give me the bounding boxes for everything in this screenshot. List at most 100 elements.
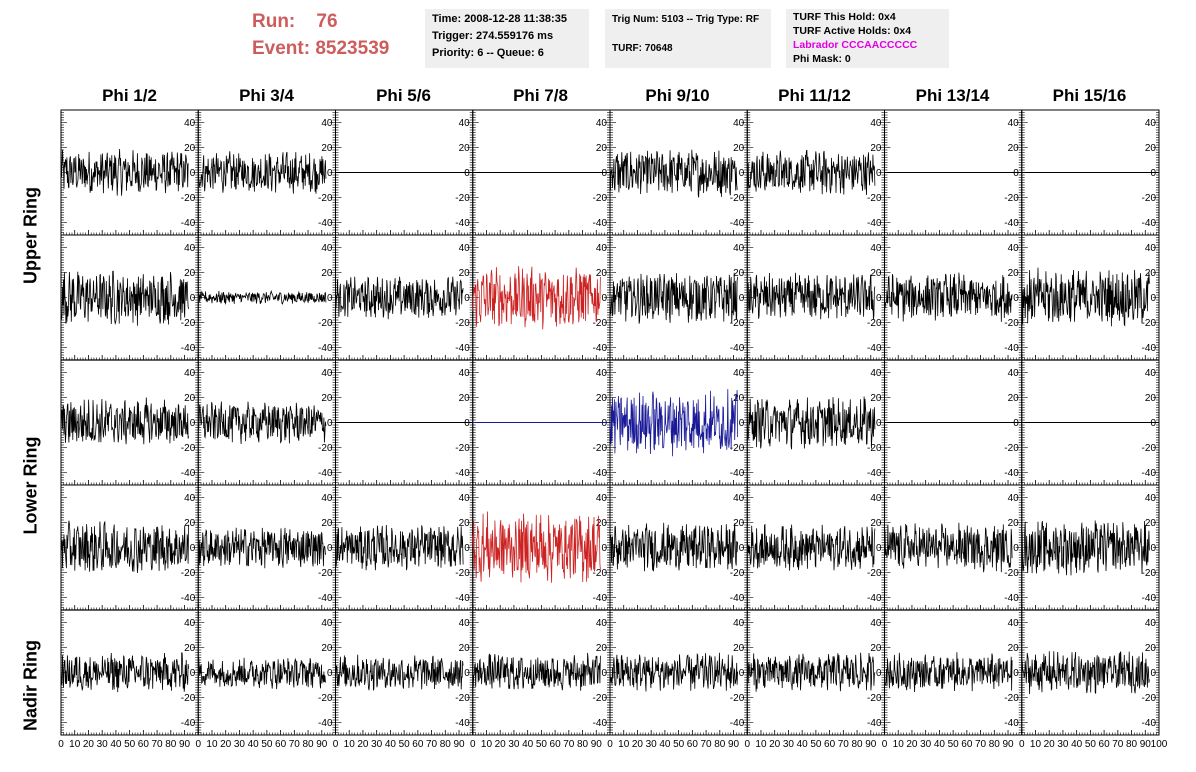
waveform-trace: [335, 524, 464, 571]
y-tick-label: 0: [464, 168, 470, 179]
y-tick-label: 20: [1145, 143, 1157, 154]
panel-r1-c2: -40 -20 0 20 40: [335, 234, 474, 361]
y-tick-label: -40: [455, 218, 470, 229]
y-tick-label: 40: [1008, 243, 1020, 254]
y-tick-label: 20: [1008, 143, 1020, 154]
column-header-phi-9-10: Phi 9/10: [645, 86, 710, 105]
y-tick-label: -40: [730, 468, 745, 479]
y-tick-label: -20: [1142, 443, 1157, 454]
y-tick-label: 20: [596, 268, 608, 279]
y-tick-label: 0: [464, 293, 470, 304]
y-tick-label: 40: [596, 243, 608, 254]
y-tick-label: 40: [1008, 368, 1020, 379]
y-tick-label: 0: [327, 168, 333, 179]
panel-r2-c0: -40 -20 0 20 40: [60, 359, 199, 486]
y-tick-label: 40: [1145, 243, 1157, 254]
y-tick-label: -40: [1004, 343, 1019, 354]
panel-r0-c3: -40 -20 0 20 40: [472, 109, 611, 236]
y-tick-label: 20: [733, 518, 745, 529]
priority-text: Priority: 6 -- Queue: 6: [432, 47, 544, 59]
y-tick-label: 20: [459, 393, 471, 404]
y-tick-label: -20: [1004, 443, 1019, 454]
column-header-phi-11-12: Phi 11/12: [778, 86, 851, 105]
y-tick-label: -20: [867, 568, 882, 579]
y-tick-label: -40: [867, 468, 882, 479]
waveform-trace: [197, 289, 327, 306]
y-tick-label: 20: [870, 518, 882, 529]
y-tick-label: 20: [596, 143, 608, 154]
y-tick-label: 0: [190, 418, 196, 429]
panel-r1-c6: -40 -20 0 20 40: [884, 234, 1023, 361]
y-tick-label: 0: [190, 168, 196, 179]
y-tick-label: -40: [1142, 343, 1157, 354]
event-label: Event:: [252, 38, 311, 59]
waveform-trace: [197, 401, 327, 445]
y-tick-label: 20: [596, 393, 608, 404]
y-tick-label: 20: [459, 268, 471, 279]
y-tick-label: -40: [181, 468, 196, 479]
y-tick-label: 0: [876, 293, 882, 304]
y-tick-label: 20: [321, 143, 333, 154]
y-tick-label: 40: [184, 243, 196, 254]
y-tick-label: 20: [1008, 393, 1020, 404]
y-tick-label: 20: [184, 268, 196, 279]
waveform-trace: [60, 148, 189, 196]
labrador-text: Labrador CCCAACCCCC: [793, 39, 918, 51]
y-tick-label: 20: [321, 393, 333, 404]
y-tick-label: 20: [184, 518, 196, 529]
y-tick-label: 40: [1145, 118, 1157, 129]
waveform-trace: [197, 527, 327, 569]
y-tick-label: -40: [1004, 468, 1019, 479]
waveform-trace: [472, 266, 601, 330]
run-label: Run:: [252, 11, 296, 32]
panel-r2-c2: -40 -20 0 20 40: [335, 359, 474, 486]
waveform-trace: [472, 511, 601, 583]
y-tick-label: -20: [1004, 318, 1019, 329]
y-tick-label: 40: [1008, 118, 1020, 129]
y-tick-label: 0: [190, 543, 196, 554]
panel-r2-c5: -40 -20 0 20 40: [746, 359, 885, 486]
y-tick-label: 0: [739, 418, 745, 429]
panel-r2-c3: -40 -20 0 20 40: [472, 359, 611, 486]
waveform-trace: [197, 151, 327, 194]
y-tick-label: 20: [321, 268, 333, 279]
y-tick-label: 0: [1150, 168, 1156, 179]
y-tick-label: 40: [596, 493, 608, 504]
y-tick-label: 20: [459, 143, 471, 154]
panel-r0-c2: -40 -20 0 20 40: [335, 109, 474, 236]
panel-r2-c6: -40 -20 0 20 40: [884, 359, 1023, 486]
y-tick-label: -40: [455, 343, 470, 354]
y-tick-label: -20: [1142, 318, 1157, 329]
y-tick-label: -20: [455, 193, 470, 204]
y-tick-label: -40: [593, 593, 608, 604]
y-tick-label: -40: [318, 468, 333, 479]
panel-r0-c0: -40 -20 0 20 40: [60, 109, 199, 236]
panel-r3-c3: -40 -20 0 20 40: [472, 484, 611, 611]
y-tick-label: -40: [1142, 468, 1157, 479]
y-tick-label: -40: [181, 593, 196, 604]
y-tick-label: 0: [876, 543, 882, 554]
waveform-trace: [60, 397, 189, 445]
y-tick-label: 20: [184, 143, 196, 154]
column-header-phi-5-6: Phi 5/6: [376, 86, 431, 105]
time-text: Time: 2008-12-28 11:38:35: [432, 13, 567, 25]
panel-r0-c7: -40 -20 0 20 40: [1021, 109, 1160, 236]
waveform-trace: [609, 389, 738, 457]
waveform-trace: [746, 272, 876, 320]
y-tick-label: 20: [733, 393, 745, 404]
y-tick-label: 0: [1013, 293, 1019, 304]
y-tick-label: 20: [1145, 393, 1157, 404]
y-tick-label: 20: [1145, 268, 1157, 279]
time-info-box: Time: 2008-12-28 11:38:35 Trigger: 274.5…: [425, 9, 589, 68]
waveform-trace: [746, 396, 876, 450]
y-tick-label: -40: [867, 593, 882, 604]
run-event-block: Run: 76 Event: 8523539: [252, 8, 389, 62]
y-tick-label: 40: [459, 118, 471, 129]
waveform-trace: [60, 270, 189, 326]
y-tick-label: 0: [1013, 168, 1019, 179]
y-tick-label: -20: [1004, 193, 1019, 204]
y-tick-label: 20: [870, 143, 882, 154]
panel-r1-c1: -40 -20 0 20 40: [197, 234, 336, 361]
